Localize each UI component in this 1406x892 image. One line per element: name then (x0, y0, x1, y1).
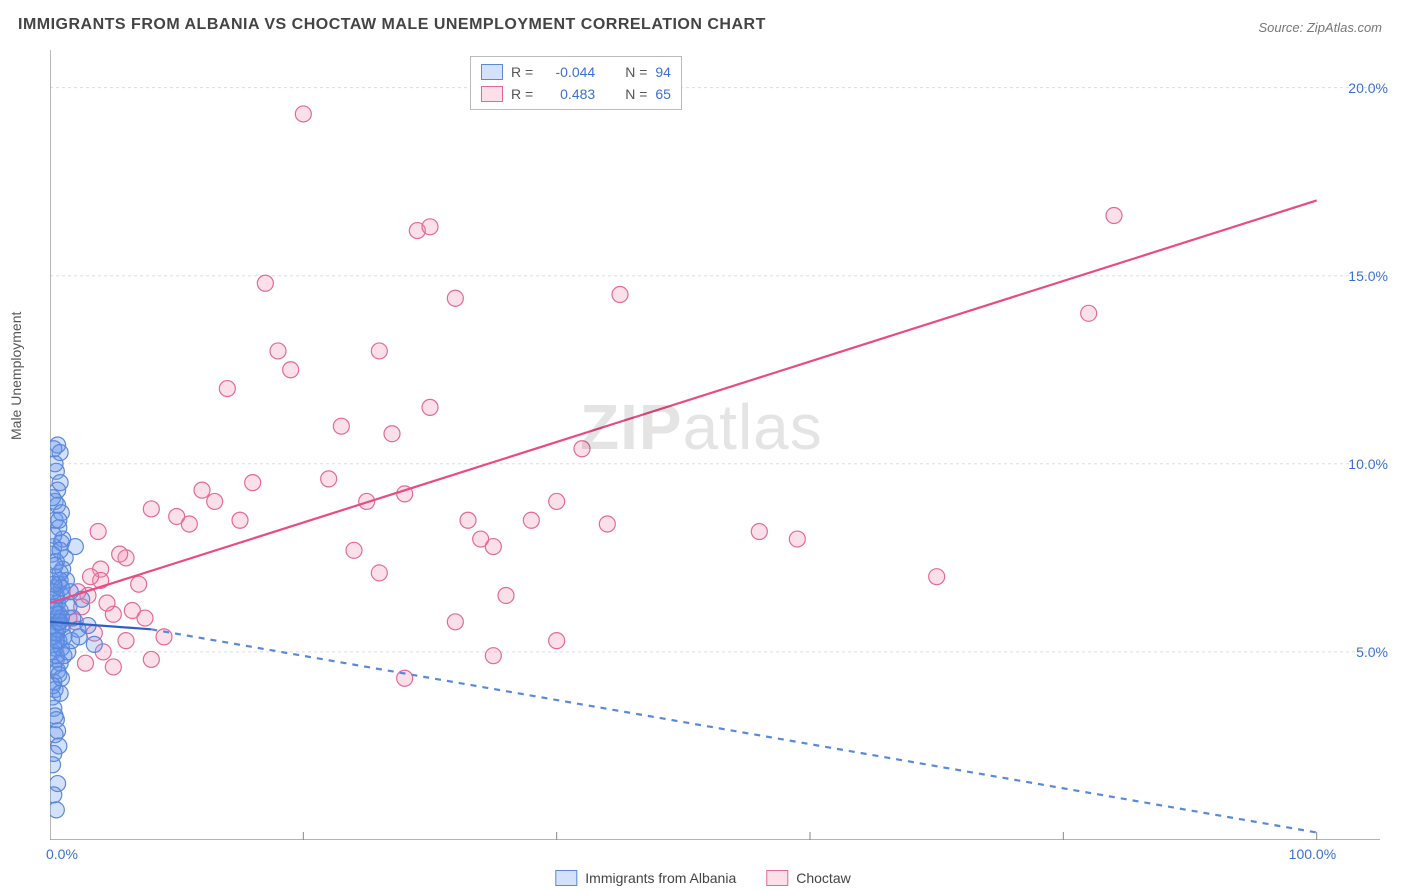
legend-item: Choctaw (766, 870, 850, 886)
n-value: 65 (655, 86, 671, 102)
y-tick-label: 10.0% (1348, 456, 1388, 472)
scatter-plot (50, 50, 1380, 840)
stats-row: R = -0.044 N = 94 (481, 61, 671, 83)
source-label: Source: ZipAtlas.com (1258, 20, 1382, 35)
r-label: R = (511, 64, 533, 80)
legend-label: Immigrants from Albania (585, 870, 736, 886)
x-tick-label: 0.0% (46, 846, 78, 862)
y-tick-label: 15.0% (1348, 268, 1388, 284)
n-label: N = (625, 64, 647, 80)
swatch-icon (481, 64, 503, 80)
y-tick-label: 5.0% (1356, 644, 1388, 660)
n-value: 94 (655, 64, 671, 80)
swatch-icon (481, 86, 503, 102)
series-legend: Immigrants from Albania Choctaw (555, 870, 850, 886)
r-value: -0.044 (541, 64, 595, 80)
swatch-icon (555, 870, 577, 886)
stats-legend: R = -0.044 N = 94 R = 0.483 N = 65 (470, 56, 682, 110)
chart-title: IMMIGRANTS FROM ALBANIA VS CHOCTAW MALE … (18, 16, 766, 34)
x-tick-label: 100.0% (1289, 846, 1336, 862)
r-value: 0.483 (541, 86, 595, 102)
swatch-icon (766, 870, 788, 886)
y-axis-label: Male Unemployment (8, 312, 24, 440)
n-label: N = (625, 86, 647, 102)
legend-label: Choctaw (796, 870, 850, 886)
y-tick-label: 20.0% (1348, 80, 1388, 96)
r-label: R = (511, 86, 533, 102)
stats-row: R = 0.483 N = 65 (481, 83, 671, 105)
legend-item: Immigrants from Albania (555, 870, 736, 886)
